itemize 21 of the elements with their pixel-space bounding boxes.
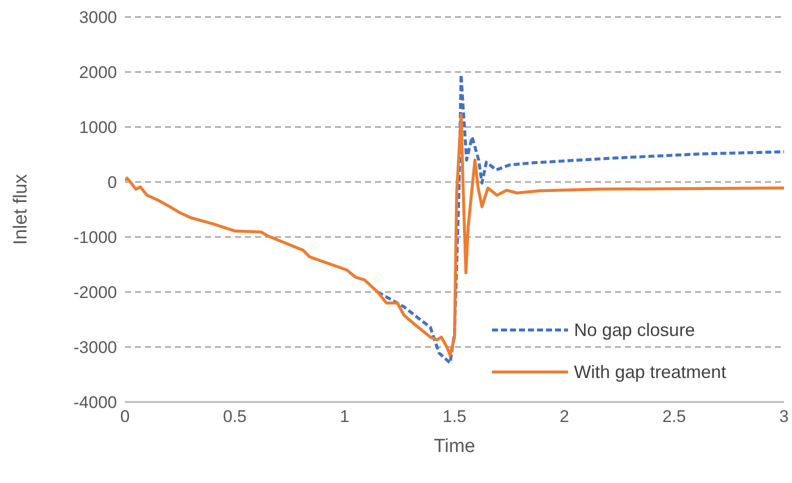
x-tick-label: 1.5: [442, 407, 466, 426]
x-tick-label: 2: [560, 407, 570, 426]
x-axis-title: Time: [434, 436, 476, 457]
x-tick-label: 0: [120, 407, 130, 426]
y-tick-label: 2000: [79, 63, 117, 82]
y-tick-label: -1000: [74, 228, 117, 248]
x-tick-label: 2.5: [662, 407, 686, 426]
x-tick-label: 1: [340, 407, 350, 426]
x-tick-label: 3: [779, 407, 789, 426]
x-tick-label: 0.5: [223, 407, 247, 426]
line-series: [125, 113, 784, 357]
y-tick-label: 1000: [79, 118, 117, 138]
y-tick-label: -3000: [74, 338, 117, 358]
y-tick-label: 0: [108, 173, 117, 192]
y-tick-label: 3000: [79, 8, 117, 28]
line-series: [376, 73, 784, 364]
y-tick-label: -4000: [74, 393, 117, 412]
legend-label: No gap closure: [574, 320, 696, 340]
legend-label: With gap treatment: [574, 362, 726, 382]
y-axis-title: Inlet flux: [10, 174, 32, 245]
y-tick-label: -2000: [74, 283, 117, 302]
